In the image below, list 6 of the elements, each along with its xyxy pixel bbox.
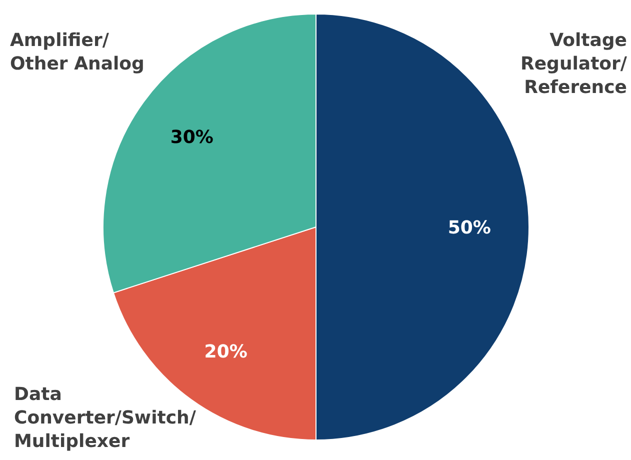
data-label: 50% — [448, 217, 491, 238]
slice-label: Voltage Regulator/ Reference — [520, 30, 628, 98]
data-label: 20% — [204, 341, 248, 362]
slice-label: Amplifier/ Other Analog — [10, 30, 144, 74]
slice-label: Data Converter/Switch/ Multiplexer — [14, 384, 196, 452]
data-label: 30% — [170, 127, 214, 148]
